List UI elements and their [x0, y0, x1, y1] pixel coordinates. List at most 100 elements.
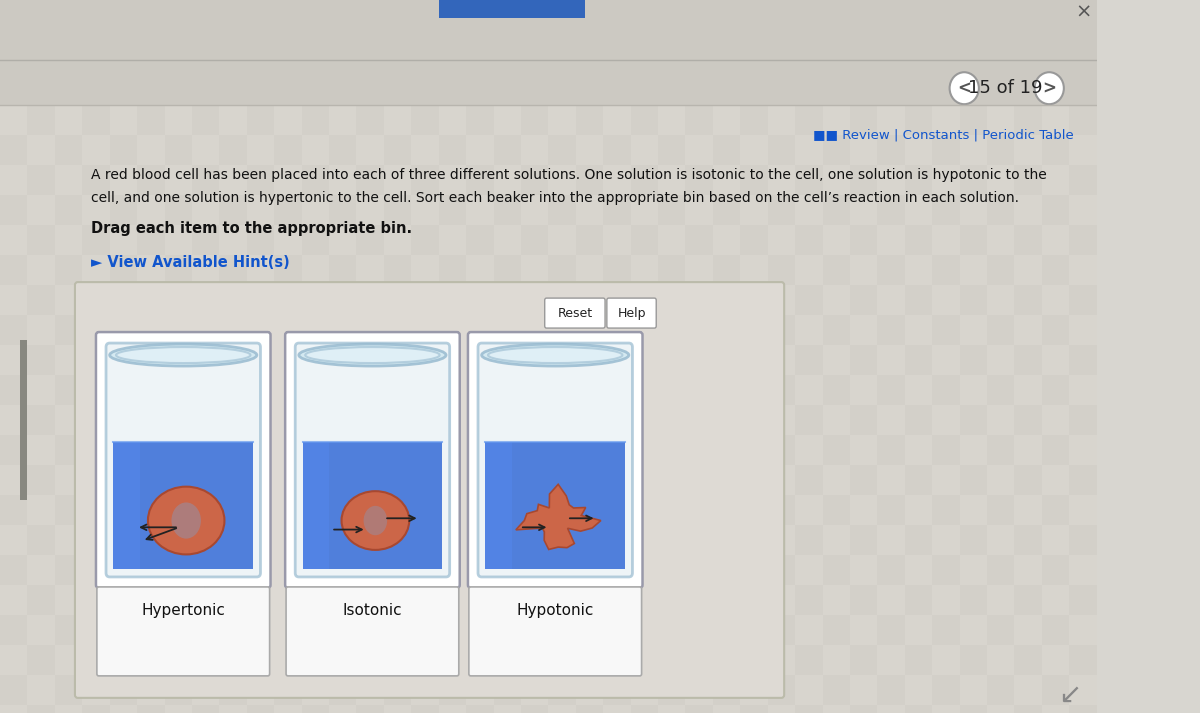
Bar	[109, 135, 137, 165]
Bar	[548, 315, 576, 345]
Bar	[55, 555, 83, 585]
Bar	[0, 106, 1097, 713]
Ellipse shape	[488, 347, 623, 363]
Bar	[164, 555, 192, 585]
Bar	[302, 442, 329, 569]
Bar	[960, 525, 988, 555]
Bar	[384, 135, 412, 165]
Bar	[960, 165, 988, 195]
Bar	[576, 525, 604, 555]
Bar	[822, 375, 850, 405]
Bar	[905, 225, 932, 255]
Bar	[631, 106, 658, 135]
Bar	[850, 165, 877, 195]
Bar	[83, 225, 109, 255]
Bar	[877, 315, 905, 345]
Bar	[877, 375, 905, 405]
Bar	[1014, 285, 1042, 315]
Ellipse shape	[305, 347, 439, 363]
Bar	[0, 435, 28, 465]
Bar	[466, 106, 493, 135]
Bar	[384, 555, 412, 585]
Bar	[548, 615, 576, 645]
Bar	[247, 285, 274, 315]
Bar	[1042, 615, 1069, 645]
Bar	[301, 225, 329, 255]
Bar	[1014, 106, 1042, 135]
Text: Help: Help	[617, 307, 646, 319]
Bar	[329, 555, 356, 585]
Bar	[548, 195, 576, 225]
Bar	[685, 345, 713, 375]
Bar	[439, 555, 466, 585]
Bar	[548, 675, 576, 705]
Bar	[493, 375, 521, 405]
Bar	[988, 435, 1014, 465]
Bar	[412, 705, 439, 713]
Bar	[192, 465, 220, 495]
Bar	[493, 135, 521, 165]
Bar	[412, 165, 439, 195]
Bar	[768, 435, 796, 465]
Bar	[932, 375, 960, 405]
Bar	[768, 495, 796, 525]
Bar	[768, 555, 796, 585]
Bar	[356, 165, 384, 195]
Bar	[109, 495, 137, 525]
Bar	[850, 106, 877, 135]
Bar	[109, 375, 137, 405]
Bar	[685, 225, 713, 255]
Bar	[55, 435, 83, 465]
Bar	[83, 705, 109, 713]
Bar	[850, 525, 877, 555]
Bar	[740, 645, 768, 675]
Bar	[685, 285, 713, 315]
Text: A red blood cell has been placed into each of three different solutions. One sol: A red blood cell has been placed into ea…	[91, 168, 1048, 182]
Bar	[301, 106, 329, 135]
Bar	[658, 675, 685, 705]
Bar	[220, 195, 247, 225]
Bar	[932, 135, 960, 165]
Bar	[274, 495, 301, 525]
Bar	[877, 615, 905, 645]
FancyBboxPatch shape	[295, 343, 450, 577]
Bar	[220, 555, 247, 585]
Bar	[164, 315, 192, 345]
Bar	[1014, 525, 1042, 555]
Bar	[28, 106, 55, 135]
Bar	[576, 405, 604, 435]
Bar	[301, 705, 329, 713]
Bar	[988, 315, 1014, 345]
Bar	[302, 442, 443, 569]
Bar	[713, 315, 740, 345]
Bar	[796, 645, 822, 675]
Bar	[658, 315, 685, 345]
Bar	[274, 675, 301, 705]
Bar	[0, 0, 1097, 106]
Bar	[192, 585, 220, 615]
Bar	[356, 645, 384, 675]
Bar	[521, 585, 548, 615]
Bar	[521, 465, 548, 495]
Bar	[0, 255, 28, 285]
Bar	[0, 315, 28, 345]
Bar	[0, 615, 28, 645]
Bar	[55, 315, 83, 345]
Bar	[685, 525, 713, 555]
Bar	[905, 345, 932, 375]
Bar	[412, 285, 439, 315]
Bar	[164, 255, 192, 285]
Bar	[1069, 585, 1097, 615]
Bar	[384, 375, 412, 405]
Ellipse shape	[116, 347, 251, 363]
Bar	[1014, 705, 1042, 713]
Bar	[28, 705, 55, 713]
Bar	[960, 705, 988, 713]
Bar	[301, 285, 329, 315]
Bar	[796, 285, 822, 315]
Bar	[439, 255, 466, 285]
Bar	[685, 645, 713, 675]
Bar	[83, 345, 109, 375]
Bar	[384, 495, 412, 525]
Bar	[988, 675, 1014, 705]
